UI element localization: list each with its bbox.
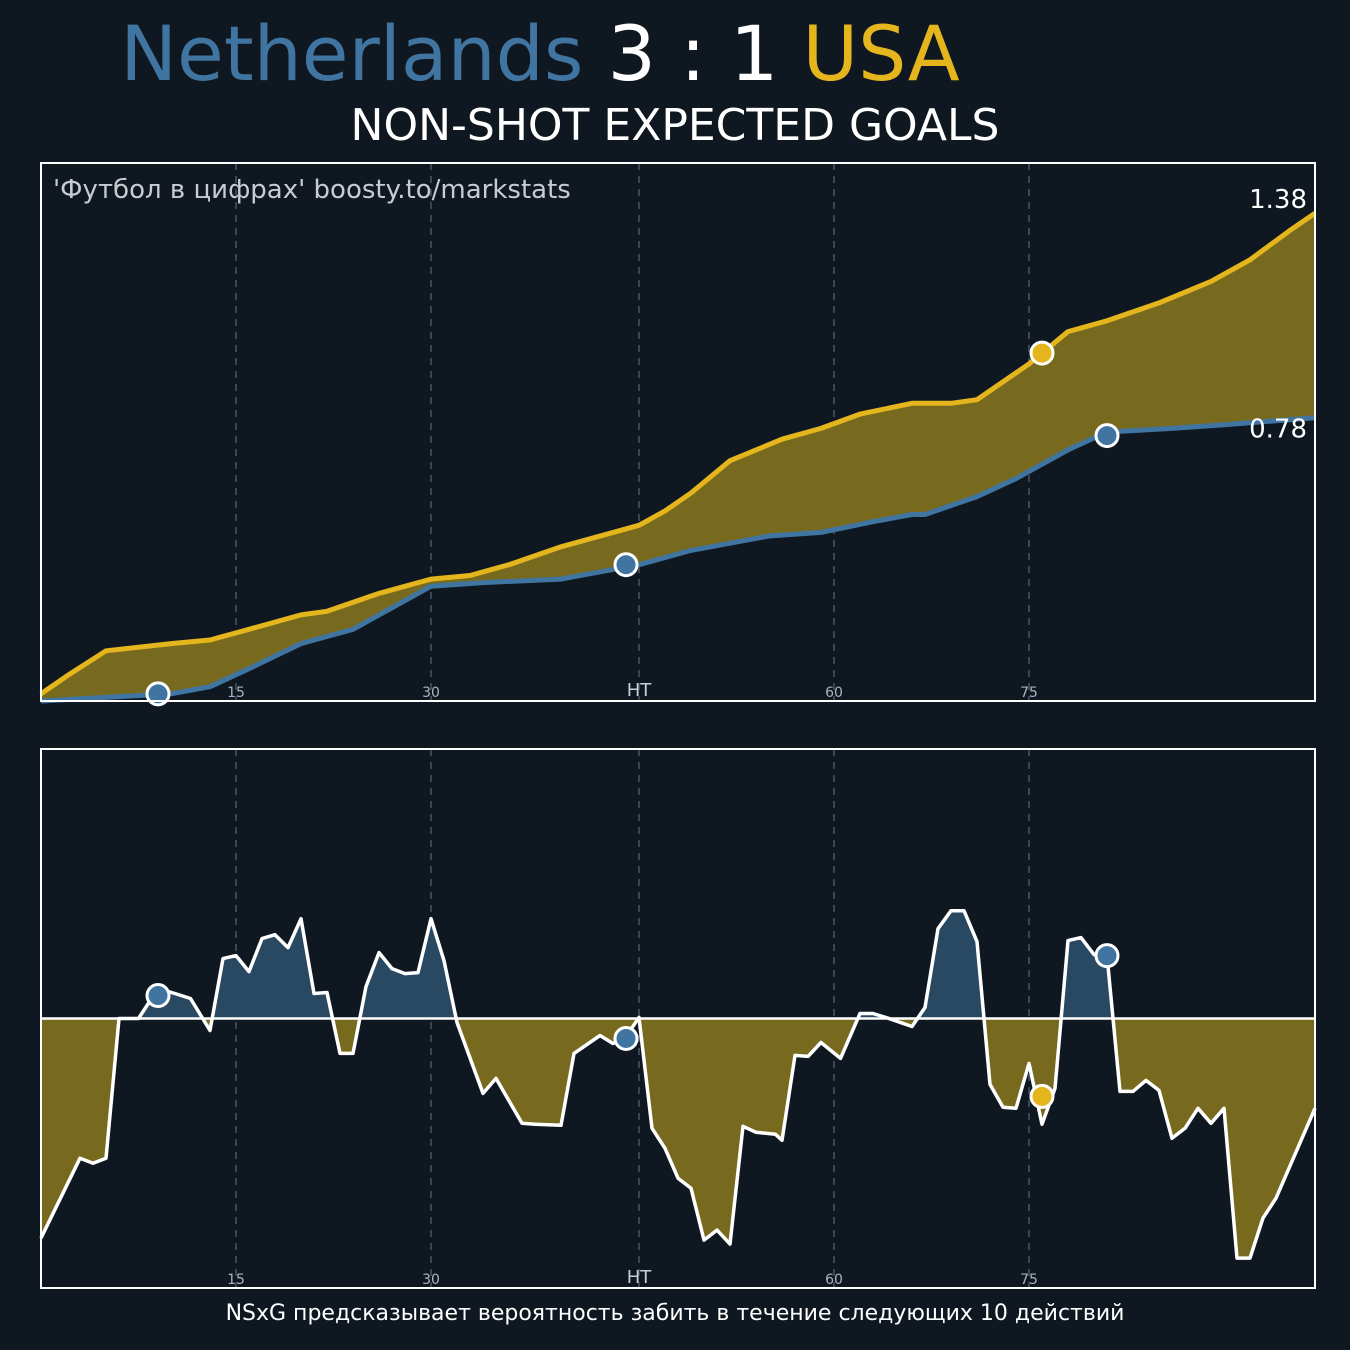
netherlands-total-label: 0.78 <box>1249 415 1307 445</box>
usa-total-label: 1.38 <box>1249 185 1307 215</box>
difference-tick-label: 60 <box>825 1272 843 1288</box>
watermark: 'Футбол в цифрах' boosty.to/markstats <box>53 175 571 205</box>
usa-goal-marker <box>1029 1083 1055 1109</box>
cumulative-panel-frame <box>40 162 1316 702</box>
netherlands-goal-marker <box>613 1025 639 1051</box>
cumulative-tick-label: 30 <box>422 685 440 701</box>
home-team-name: Netherlands <box>120 9 584 98</box>
cumulative-gap-fill <box>41 213 1315 701</box>
usa-goal-marker <box>1029 340 1055 366</box>
difference-tick-label: 15 <box>227 1272 245 1288</box>
match-title: Netherlands 3 : 1 USA <box>0 6 1080 102</box>
netherlands-cumulative-line <box>40 415 1316 704</box>
away-team-name: USA <box>802 9 960 98</box>
difference-tick-label: 30 <box>422 1272 440 1288</box>
netherlands-goal-marker <box>1094 943 1120 969</box>
netherlands-advantage-area <box>41 910 1315 1019</box>
netherlands-goal-marker <box>613 552 639 578</box>
score-home: 3 : 1 <box>607 9 779 98</box>
usa-cumulative-line <box>39 211 1317 696</box>
cumulative-tick-label: HT <box>627 680 653 701</box>
netherlands-goal-marker <box>145 681 171 707</box>
cumulative-tick-label: 75 <box>1020 685 1038 701</box>
chart-subtitle: NON-SHOT EXPECTED GOALS <box>350 100 1000 151</box>
netherlands-goal-marker <box>145 983 171 1009</box>
cumulative-tick-label: 60 <box>825 685 843 701</box>
difference-tick-label: 75 <box>1020 1272 1038 1288</box>
cumulative-tick-label: 15 <box>227 685 245 701</box>
difference-panel-frame <box>40 748 1316 1289</box>
footer-note: NSxG предсказывает вероятность забить в … <box>225 1301 1125 1326</box>
netherlands-goal-marker <box>1094 423 1120 449</box>
difference-tick-label: HT <box>627 1267 653 1288</box>
usa-advantage-area <box>41 1018 1315 1259</box>
